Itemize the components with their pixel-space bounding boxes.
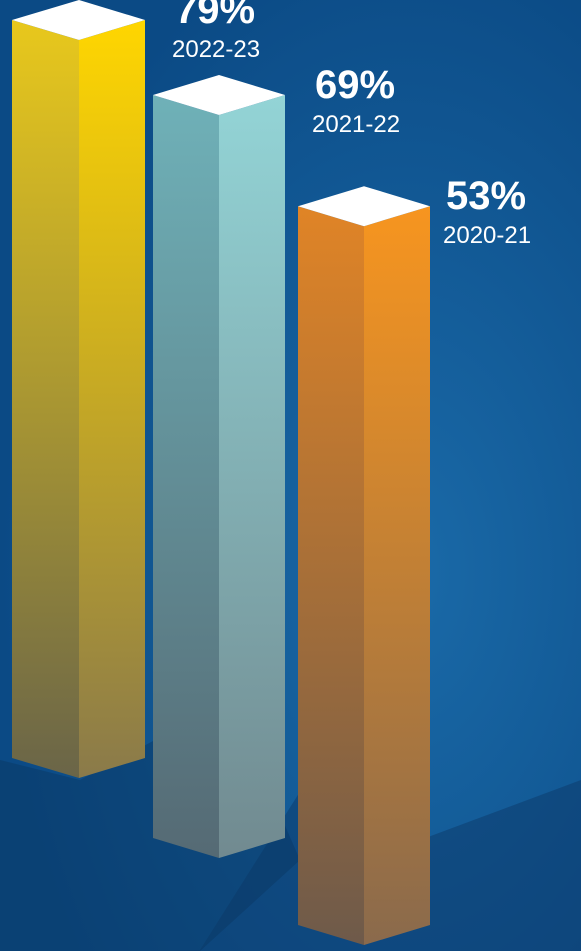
bar-2021-22-top-face bbox=[153, 75, 285, 115]
category-label: 2021-22 bbox=[312, 111, 401, 138]
category-label: 2022-23 bbox=[172, 36, 261, 63]
bar-2020-21-top-face bbox=[298, 186, 430, 227]
bar-2022-23-right-face bbox=[79, 20, 145, 778]
bar-2021-22-right-face bbox=[219, 95, 285, 858]
bar-2021-22-left-face bbox=[153, 95, 219, 858]
bar-2020-21-right-face bbox=[364, 206, 430, 945]
value-label: 53% bbox=[446, 174, 527, 219]
category-label: 2020-21 bbox=[443, 222, 532, 250]
bar-2020-21-left-face bbox=[298, 206, 364, 945]
value-label: 79% bbox=[175, 0, 256, 32]
value-label: 69% bbox=[315, 63, 396, 107]
bar-2022-23-top-face bbox=[12, 0, 145, 40]
bars-group bbox=[12, 0, 430, 945]
bar-2022-23-left-face bbox=[12, 20, 79, 778]
